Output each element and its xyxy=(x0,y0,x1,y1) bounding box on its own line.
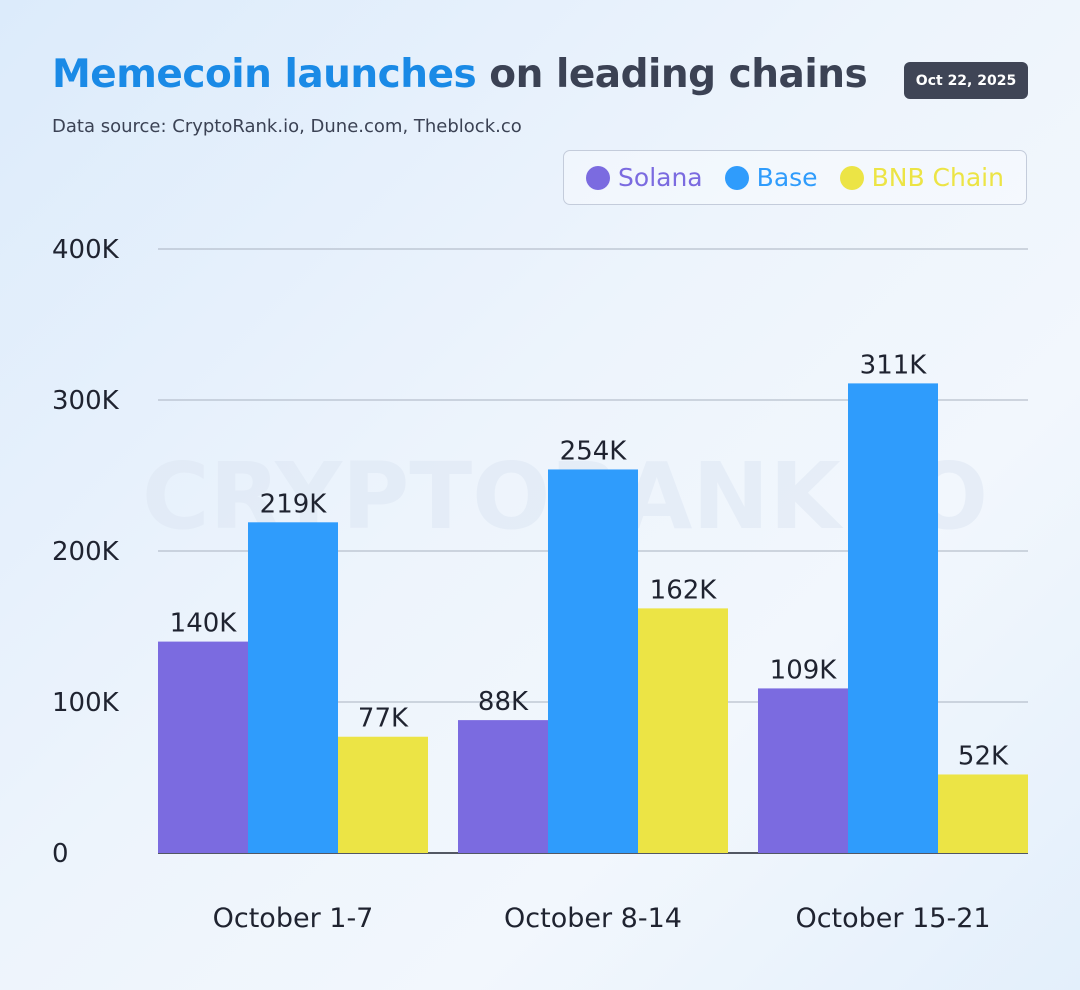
legend-item-solana: Solana xyxy=(586,163,703,192)
legend-dot-bnb-chain xyxy=(839,165,864,190)
y-tick-label: 300K xyxy=(52,386,120,416)
legend-dot-base xyxy=(724,165,749,190)
data-label: 311K xyxy=(860,350,928,380)
data-label: 219K xyxy=(260,489,328,519)
data-source: Data source: CryptoRank.io, Dune.com, Th… xyxy=(52,116,522,137)
legend-dot-solana xyxy=(586,165,611,190)
title-highlight: Memecoin launches xyxy=(52,52,477,97)
bar-base xyxy=(548,469,638,853)
bar-layer xyxy=(158,383,1028,853)
legend-label-bnb-chain: BNB Chain xyxy=(871,163,1004,192)
legend-label-base: Base xyxy=(756,163,818,192)
bar-base xyxy=(848,383,938,853)
label-layer: 0 100K 200K 300K 400K 140K 219K 77K October 1-7 8… xyxy=(52,235,1009,934)
legend-label-solana: Solana xyxy=(618,163,703,192)
y-tick-label: 200K xyxy=(52,537,120,567)
legend-item-bnb-chain: BNB Chain xyxy=(839,163,1004,192)
data-label: 109K xyxy=(770,655,838,685)
title-rest: on leading chains xyxy=(476,52,868,97)
data-label: 254K xyxy=(560,436,628,466)
bar-solana xyxy=(758,688,848,853)
bar-base xyxy=(248,522,338,853)
data-label: 140K xyxy=(170,609,238,639)
x-tick-label: October 1-7 xyxy=(213,903,374,934)
data-label: 52K xyxy=(958,741,1009,771)
data-label: 162K xyxy=(650,575,718,605)
bar-solana xyxy=(158,641,248,853)
legend-item-base: Base xyxy=(724,163,818,192)
bar-bnb-chain xyxy=(638,608,728,853)
bar-solana xyxy=(458,720,548,853)
x-tick-label: October 8-14 xyxy=(504,903,682,934)
y-tick-label: 400K xyxy=(52,235,120,265)
bar-bnb-chain xyxy=(938,774,1028,853)
data-label: 77K xyxy=(358,704,409,734)
chart-title: Memecoin launches on leading chains xyxy=(52,52,868,97)
x-tick-label: October 15-21 xyxy=(795,903,990,934)
chart-legend: Solana Base BNB Chain xyxy=(563,150,1027,205)
bar-bnb-chain xyxy=(338,736,428,853)
y-tick-label: 0 xyxy=(52,839,69,869)
data-label: 88K xyxy=(478,687,529,717)
y-tick-label: 100K xyxy=(52,688,120,718)
date-badge: Oct 22, 2025 xyxy=(904,62,1028,99)
